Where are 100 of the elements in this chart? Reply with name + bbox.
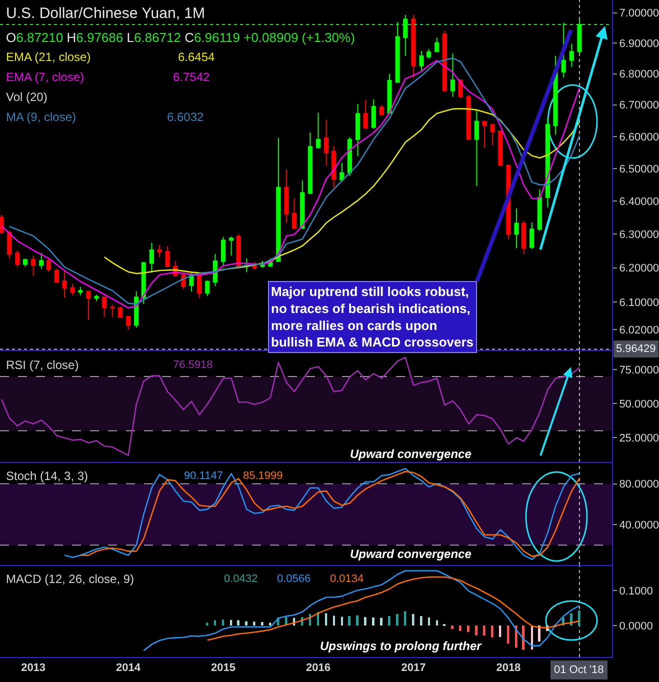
bar	[206, 622, 208, 626]
bar	[333, 616, 335, 626]
candlestick	[450, 52, 456, 98]
bar	[404, 611, 406, 626]
candlestick	[395, 21, 400, 83]
bar	[467, 625, 470, 632]
candlestick	[300, 180, 305, 230]
candlestick	[426, 48, 432, 60]
y-tick-label: 25.0000	[619, 432, 659, 444]
candlestick	[537, 188, 542, 232]
candlestick	[371, 98, 376, 130]
candlestick	[442, 30, 447, 92]
y-tick-label: 80.0000	[619, 478, 659, 491]
candlestick	[0, 214, 4, 235]
text: MACD (12, 26, close, 9)	[6, 572, 134, 586]
candlestick	[474, 109, 479, 187]
y-tick-label: 6.60000	[619, 131, 659, 144]
bar	[436, 620, 438, 626]
annotation: 90.1147	[184, 470, 223, 482]
bar	[356, 615, 359, 626]
bar	[483, 625, 486, 636]
candlestick	[118, 306, 122, 318]
annotation: 0.0566	[277, 573, 311, 585]
candlestick	[86, 290, 91, 320]
ref-line-label: 01 Oct '18	[554, 664, 604, 676]
annotation: 6.7542	[173, 70, 210, 84]
candlestick	[379, 104, 384, 116]
bar	[388, 616, 390, 626]
candlestick	[553, 55, 558, 136]
text: Stoch (14, 3, 3)	[6, 469, 88, 483]
candlestick	[284, 169, 289, 224]
annotation: 6.6454	[178, 50, 216, 64]
y-tick-label: 7.00000	[619, 8, 659, 20]
candlestick	[411, 14, 416, 78]
y-tick-label: 6.90000	[619, 38, 659, 50]
bar	[380, 618, 383, 626]
candlestick	[7, 230, 12, 260]
candlestick	[141, 262, 146, 304]
bar	[348, 616, 351, 626]
bar	[475, 625, 478, 636]
y-tick-label: 6.40000	[619, 196, 659, 208]
x-tick-label: 2017	[401, 662, 426, 674]
y-tick-label: 6.30000	[619, 229, 659, 242]
x-tick-label: 2016	[306, 662, 330, 674]
bar	[499, 625, 502, 637]
bar	[428, 617, 430, 626]
candlestick	[46, 258, 51, 272]
bar	[364, 617, 366, 626]
candlestick	[70, 283, 75, 296]
bar	[372, 617, 374, 626]
x-tick-label: 2013	[21, 662, 46, 674]
bar	[491, 625, 494, 638]
candlestick	[276, 137, 281, 263]
candlestick	[212, 253, 218, 287]
annotation: Upward convergence	[350, 447, 472, 461]
candlestick	[419, 50, 424, 72]
candlestick	[561, 22, 566, 78]
candlestick	[39, 252, 44, 270]
bar	[412, 614, 414, 626]
bar	[230, 620, 232, 626]
chart-title: U.S. Dollar/Chinese Yuan, 1M	[6, 5, 205, 22]
candlestick	[340, 162, 344, 182]
candlestick	[157, 244, 162, 258]
candlestick	[316, 112, 321, 150]
candlestick	[490, 124, 495, 146]
candlestick	[292, 198, 297, 230]
candlestick	[577, 19, 582, 54]
candlestick	[62, 270, 67, 298]
y-tick-label: 75.0000	[619, 364, 659, 377]
annotation: Vol (20)	[6, 90, 48, 104]
x-tick-label: 2014	[116, 662, 142, 674]
bar	[451, 625, 454, 629]
y-tick-label: 6.50000	[619, 163, 659, 176]
candlestick	[434, 37, 440, 53]
bar	[420, 616, 422, 626]
candlestick	[22, 258, 28, 268]
bar	[459, 625, 462, 632]
candlestick	[498, 130, 503, 166]
bar	[578, 610, 580, 626]
candlestick	[387, 74, 392, 114]
line-series	[142, 570, 580, 652]
candlestick	[356, 103, 360, 157]
candlestick	[236, 234, 241, 268]
annotation: 85.1999	[243, 470, 283, 482]
y-tick-label: 6.02000	[619, 324, 659, 337]
candlestick	[94, 294, 99, 302]
candlestick	[149, 242, 154, 273]
bar	[269, 622, 272, 626]
line-series	[206, 576, 580, 641]
candlestick	[514, 208, 519, 249]
candlestick	[403, 14, 408, 56]
candlestick	[220, 236, 226, 266]
bar	[245, 621, 248, 626]
annotation: Upswings to prolong further	[320, 639, 483, 653]
candlestick	[102, 296, 107, 318]
x-tick-label: 2015	[211, 662, 236, 674]
text: MA (9, close)	[6, 110, 76, 124]
candlestick	[31, 255, 36, 276]
annotation: Major uptrend still looks robust, no traces of bearish indications, more rallies on cards upon bullish EMA & MACD crossovers	[271, 284, 474, 350]
candlestick	[165, 246, 170, 268]
